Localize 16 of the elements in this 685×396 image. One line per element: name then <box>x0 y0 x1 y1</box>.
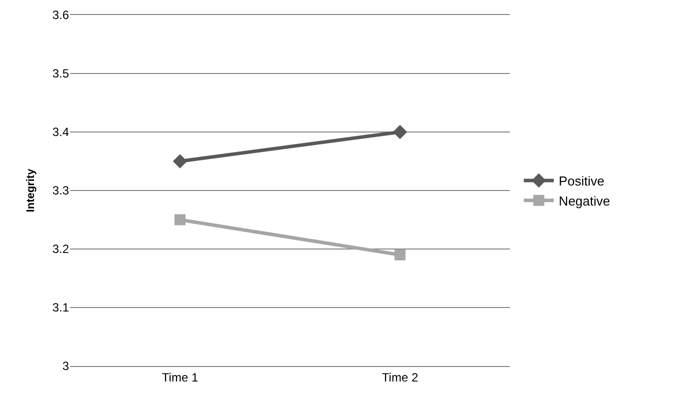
y-tick-label: 3.3 <box>52 184 70 198</box>
x-tick-label: Time 2 <box>382 370 418 384</box>
point <box>174 214 186 226</box>
y-axis-title: Integrity <box>24 168 37 212</box>
y-tick-label: 3.6 <box>52 8 70 22</box>
point <box>394 249 406 260</box>
y-tick-label: 3.4 <box>52 125 70 140</box>
legend-label: Positive <box>558 174 604 189</box>
y-tick-label: 3.2 <box>52 242 70 256</box>
x-tick-label: Time 1 <box>162 370 198 384</box>
point <box>172 154 188 168</box>
point <box>392 124 408 140</box>
legend-label: Negative <box>558 193 610 208</box>
y-tick-label: 3.1 <box>52 300 70 315</box>
y-tick-label: 3.5 <box>52 66 70 81</box>
y-tick-label: 3 <box>62 359 70 374</box>
